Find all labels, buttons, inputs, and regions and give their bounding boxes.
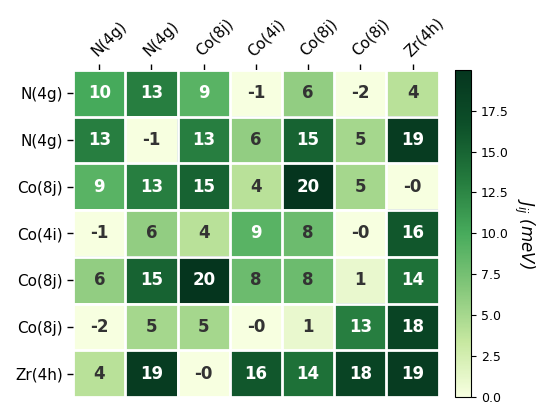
Text: 5: 5 (355, 131, 366, 149)
Text: 16: 16 (401, 224, 424, 242)
Text: 16: 16 (244, 365, 267, 383)
Text: -2: -2 (90, 318, 108, 336)
Text: 13: 13 (140, 178, 163, 196)
Text: 18: 18 (349, 365, 372, 383)
Text: 8: 8 (250, 271, 262, 289)
Y-axis label: $J_{ij}$ (meV): $J_{ij}$ (meV) (512, 198, 536, 269)
Text: -0: -0 (247, 318, 265, 336)
Text: 19: 19 (401, 365, 424, 383)
Text: 6: 6 (146, 224, 157, 242)
Text: -0: -0 (351, 224, 370, 242)
Text: 5: 5 (198, 318, 210, 336)
Text: 15: 15 (192, 178, 215, 196)
Text: 19: 19 (140, 365, 163, 383)
Text: 18: 18 (401, 318, 424, 336)
Text: 13: 13 (87, 131, 111, 149)
Text: 8: 8 (302, 224, 314, 242)
Text: 4: 4 (407, 84, 419, 102)
Text: 15: 15 (296, 131, 320, 149)
Text: 9: 9 (198, 84, 210, 102)
Text: 14: 14 (296, 365, 320, 383)
Text: 6: 6 (302, 84, 314, 102)
Text: 20: 20 (192, 271, 215, 289)
Text: -1: -1 (247, 84, 265, 102)
Text: 9: 9 (250, 224, 262, 242)
Text: 13: 13 (349, 318, 372, 336)
Text: 9: 9 (94, 178, 105, 196)
Text: 20: 20 (296, 178, 320, 196)
Text: -1: -1 (90, 224, 108, 242)
Text: 6: 6 (94, 271, 105, 289)
Text: 13: 13 (140, 84, 163, 102)
Text: 4: 4 (198, 224, 210, 242)
Text: 10: 10 (88, 84, 111, 102)
Text: 14: 14 (401, 271, 424, 289)
Text: 4: 4 (94, 365, 105, 383)
Text: 8: 8 (302, 271, 314, 289)
Text: -1: -1 (142, 131, 161, 149)
Text: -0: -0 (195, 365, 213, 383)
Text: 1: 1 (302, 318, 314, 336)
Text: -0: -0 (403, 178, 422, 196)
Text: 5: 5 (146, 318, 157, 336)
Text: 13: 13 (192, 131, 215, 149)
Text: 1: 1 (355, 271, 366, 289)
Text: 15: 15 (140, 271, 163, 289)
Text: 5: 5 (355, 178, 366, 196)
Text: -2: -2 (351, 84, 370, 102)
Text: 6: 6 (250, 131, 262, 149)
Text: 4: 4 (250, 178, 262, 196)
Text: 19: 19 (401, 131, 424, 149)
